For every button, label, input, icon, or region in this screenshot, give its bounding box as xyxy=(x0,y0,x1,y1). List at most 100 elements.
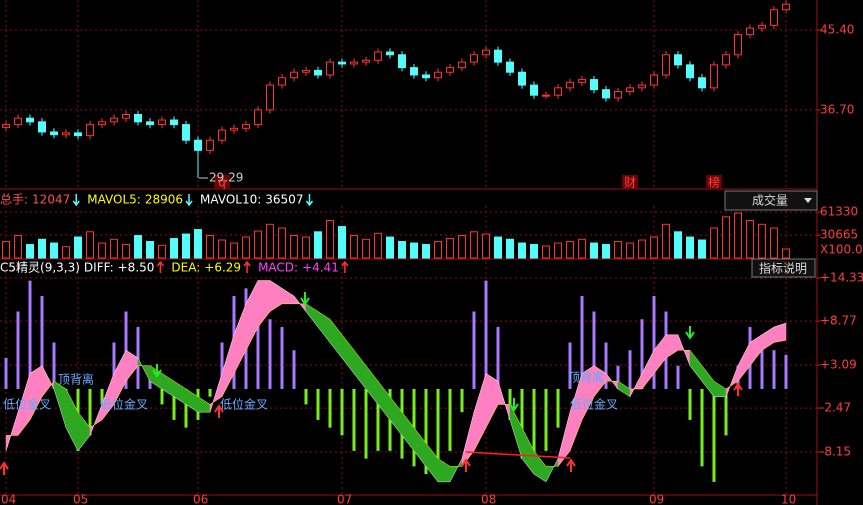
header-label: 总手: xyxy=(0,193,28,207)
volume-bar xyxy=(26,244,34,259)
volume-bar xyxy=(362,238,370,259)
candle-body xyxy=(566,81,574,89)
candle-body xyxy=(110,117,118,123)
y-tick-label: +14.33 xyxy=(820,271,863,285)
candle-body xyxy=(662,54,670,76)
selector-box[interactable] xyxy=(724,190,818,211)
button-label[interactable]: 指标说明 xyxy=(759,261,807,276)
volume-bar xyxy=(314,231,322,259)
indicator-button[interactable]: 指标说明 xyxy=(751,258,816,278)
y-tick-label: 61330 xyxy=(820,205,858,219)
volume-bar xyxy=(206,235,214,259)
volume-bar xyxy=(38,238,46,259)
candle-body xyxy=(578,79,586,83)
y-tick-label: -2.47 xyxy=(820,401,851,415)
candle-body xyxy=(314,69,322,76)
divergence-line xyxy=(465,451,571,459)
volume-bar xyxy=(50,242,58,259)
event-marker-box xyxy=(214,175,230,189)
volume-bar xyxy=(602,244,610,259)
selector-label[interactable]: 成交量 xyxy=(752,193,788,208)
candle-body xyxy=(650,74,658,86)
candle-body xyxy=(38,121,46,133)
candle-body xyxy=(458,61,466,69)
volume-bar xyxy=(350,235,358,259)
candle-body xyxy=(326,61,334,76)
buy-arrow xyxy=(566,458,576,472)
volume-bar xyxy=(266,223,274,259)
x-tick-label: 05 xyxy=(73,493,88,505)
candle-body xyxy=(542,94,550,97)
candle-body xyxy=(218,129,226,141)
volume-bar xyxy=(554,242,562,259)
signal-annotation: 低位金叉 xyxy=(3,397,51,412)
volume-bar xyxy=(302,236,310,259)
volume-bar xyxy=(518,242,526,259)
signal-annotation: 顶背离 xyxy=(58,372,94,387)
candle-body xyxy=(554,87,562,96)
volume-unit: X100.0 xyxy=(820,243,863,257)
up-arrow-icon xyxy=(341,260,349,273)
volume-bar xyxy=(74,236,82,259)
candle-body xyxy=(734,34,742,56)
candle-body xyxy=(2,124,10,128)
candle-body xyxy=(242,124,250,129)
volume-bar xyxy=(326,220,334,259)
volume-bar xyxy=(110,238,118,259)
candle-body xyxy=(62,132,70,136)
x-tick-label: 07 xyxy=(337,493,352,505)
x-tick-label: 10 xyxy=(781,493,796,505)
signal-annotation: 顶背离 xyxy=(568,370,604,385)
volume-bar xyxy=(662,223,670,259)
candle-body xyxy=(170,119,178,126)
candle-body xyxy=(446,67,454,73)
volume-bar xyxy=(578,238,586,259)
buy-arrow xyxy=(214,404,224,418)
volume-bar xyxy=(398,241,406,259)
candle-body xyxy=(386,51,394,56)
volume-bar xyxy=(590,242,598,259)
candle-body xyxy=(746,27,754,36)
x-tick-label: 08 xyxy=(481,493,496,505)
sell-arrow xyxy=(685,326,695,340)
volume-selector[interactable]: 成交量 xyxy=(724,190,818,211)
volume-bar xyxy=(542,245,550,259)
candle-body xyxy=(302,69,310,73)
volume-bar xyxy=(278,227,286,259)
candle-body xyxy=(86,124,94,137)
header-label: MAVOL5: xyxy=(87,193,141,207)
candle-body xyxy=(398,54,406,69)
candle-body xyxy=(158,119,166,126)
volume-bar xyxy=(482,233,490,259)
candle-body xyxy=(626,87,634,93)
candle-body xyxy=(470,54,478,63)
x-tick-label: 04 xyxy=(1,493,16,505)
sell-arrow xyxy=(509,398,519,412)
volume-bar xyxy=(710,227,718,259)
candle-body xyxy=(26,117,34,123)
volume-bar xyxy=(98,242,106,259)
volume-bar xyxy=(422,244,430,259)
volume-bar xyxy=(2,241,10,259)
candle-body xyxy=(518,71,526,86)
button-box[interactable] xyxy=(751,258,816,278)
candle-body xyxy=(482,49,490,56)
candle-body xyxy=(674,54,682,66)
candle-body xyxy=(134,113,142,123)
volume-bar xyxy=(254,230,262,259)
candle-body xyxy=(206,139,214,151)
volume-bar xyxy=(434,241,442,259)
header-label: DIFF: xyxy=(84,261,114,275)
dropdown-icon[interactable] xyxy=(804,198,812,203)
candle-body xyxy=(350,61,358,65)
volume-bar xyxy=(14,235,22,259)
candle-body xyxy=(686,64,694,79)
volume-bar xyxy=(146,241,154,259)
candle-body xyxy=(638,84,646,89)
volume-bar xyxy=(614,241,622,259)
candle-body xyxy=(254,109,262,126)
signal-annotation: 低位金叉 xyxy=(100,397,148,412)
indicator-title: C5精灵(9,3,3) xyxy=(0,261,80,275)
